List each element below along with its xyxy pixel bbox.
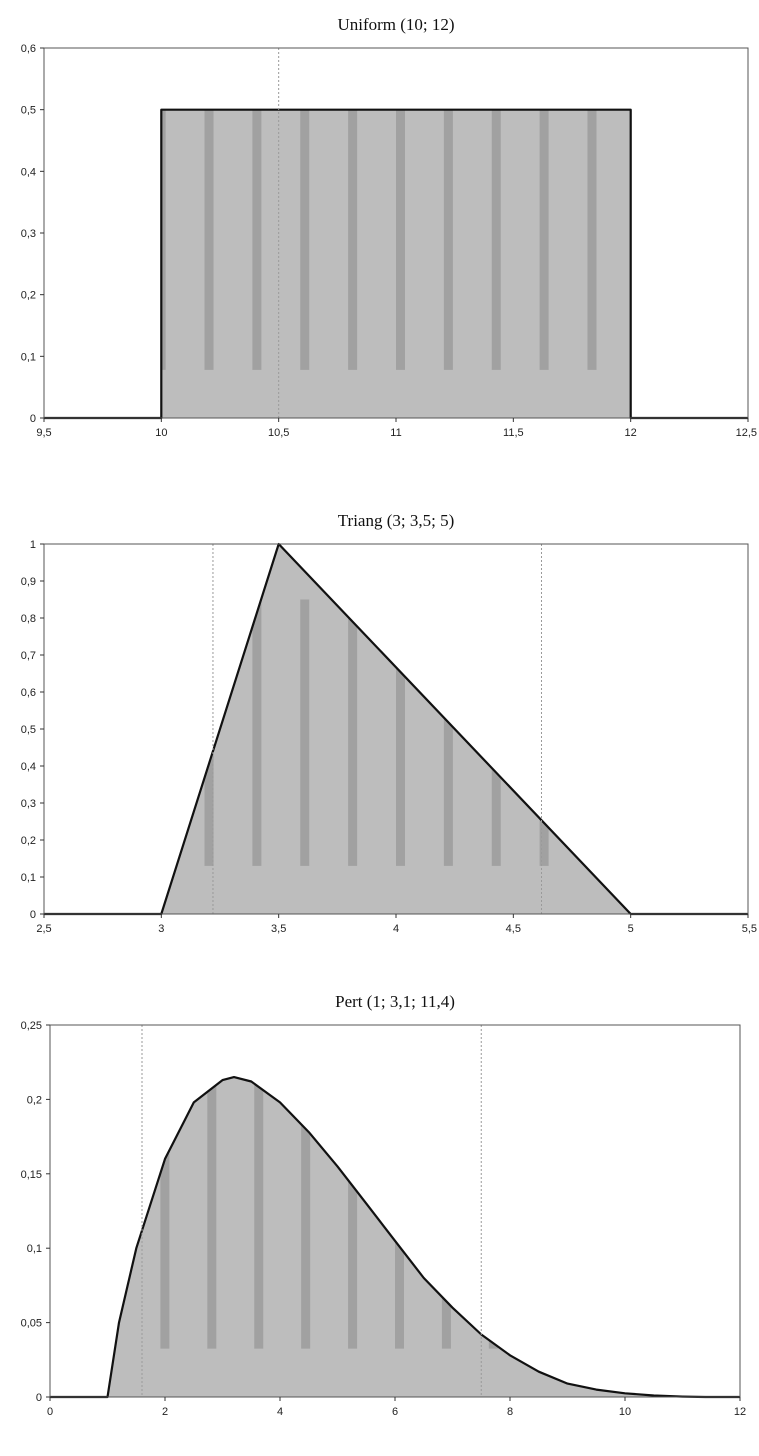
texture-band xyxy=(207,1080,217,1349)
y-tick-label: 0,2 xyxy=(21,835,36,847)
y-tick-label: 0,2 xyxy=(27,1094,42,1106)
texture-band xyxy=(629,1080,639,1349)
texture-band xyxy=(300,599,310,866)
texture-band xyxy=(204,109,214,370)
x-tick-label: 5,5 xyxy=(742,923,757,935)
x-tick-label: 4,5 xyxy=(506,923,521,935)
x-tick-label: 6 xyxy=(392,1406,398,1418)
texture-band xyxy=(396,599,405,866)
y-tick-label: 0,7 xyxy=(21,650,36,662)
texture-band xyxy=(635,599,645,866)
y-tick-label: 1 xyxy=(30,539,36,551)
texture-band xyxy=(395,1080,404,1349)
x-tick-label: 8 xyxy=(507,1406,513,1418)
y-tick-label: 0,5 xyxy=(21,105,36,117)
texture-band xyxy=(300,109,310,370)
distribution-curve xyxy=(50,1076,740,1399)
y-tick-label: 0,3 xyxy=(21,798,36,810)
texture-band xyxy=(535,1080,545,1349)
y-tick-label: 0,8 xyxy=(21,613,36,625)
x-tick-label: 5 xyxy=(628,923,634,935)
texture-band xyxy=(252,599,262,866)
y-tick-label: 0,1 xyxy=(27,1243,42,1255)
y-tick-label: 0,05 xyxy=(21,1318,42,1330)
texture-band xyxy=(539,109,549,370)
y-tick-label: 0,4 xyxy=(21,166,36,178)
y-tick-label: 0,4 xyxy=(21,761,36,773)
x-tick-label: 10 xyxy=(619,1406,631,1418)
texture-band xyxy=(348,1080,358,1349)
y-tick-label: 0,5 xyxy=(21,724,36,736)
pert-chart: Pert (1; 3,1; 11,4) 0 0,05 0,1 0,15 0,2 0,25 0 2… xyxy=(21,992,747,1418)
x-tick-label: 12,5 xyxy=(736,427,757,439)
x-tick-label: 4 xyxy=(393,923,399,935)
chart-title: Pert (1; 3,1; 11,4) xyxy=(335,992,455,1011)
texture-band xyxy=(204,599,214,866)
texture-band xyxy=(396,109,405,370)
y-tick-label: 0 xyxy=(30,909,36,921)
y-tick-label: 0,9 xyxy=(21,576,36,588)
texture-band xyxy=(252,109,262,370)
texture-band xyxy=(587,599,597,866)
y-tick-label: 0,6 xyxy=(21,687,36,699)
x-tick-label: 12 xyxy=(734,1406,746,1418)
y-tick-label: 0,15 xyxy=(21,1169,42,1181)
x-tick-label: 3 xyxy=(158,923,164,935)
texture-band xyxy=(348,599,358,866)
texture-band xyxy=(635,109,645,370)
texture-band xyxy=(491,599,501,866)
x-tick-label: 3,5 xyxy=(271,923,286,935)
texture-band xyxy=(301,1080,311,1349)
y-tick-label: 0,2 xyxy=(21,290,36,302)
x-tick-label: 9,5 xyxy=(36,427,51,439)
x-tick-label: 4 xyxy=(277,1406,283,1418)
y-tick-label: 0,1 xyxy=(21,351,36,363)
texture-band xyxy=(156,599,166,866)
texture-band xyxy=(491,109,501,370)
texture-band xyxy=(443,599,453,866)
x-tick-label: 11,5 xyxy=(503,427,524,439)
x-tick-label: 12 xyxy=(625,427,637,439)
y-tick-label: 0,25 xyxy=(21,1020,42,1032)
texture-band xyxy=(160,1080,170,1349)
texture-band xyxy=(582,1080,592,1349)
y-tick-label: 0,3 xyxy=(21,228,36,240)
y-tick-label: 0 xyxy=(36,1392,42,1404)
x-tick-label: 10 xyxy=(155,427,167,439)
y-tick-label: 0,1 xyxy=(21,872,36,884)
y-tick-label: 0,6 xyxy=(21,43,36,55)
texture-band xyxy=(488,1080,498,1349)
triang-chart: Triang (3; 3,5; 5) 0 0,1 0,2 0,3 0,4 0,5 0,6 0,7… xyxy=(21,511,757,935)
uniform-chart: Uniform (10; 12) 0 0,1 0,2 0,3 0,4 0,5 0,6 9,5 10… xyxy=(21,15,757,439)
texture-band xyxy=(348,109,358,370)
chart-title: Triang (3; 3,5; 5) xyxy=(338,511,455,530)
x-tick-label: 10,5 xyxy=(268,427,289,439)
texture-band xyxy=(254,1080,264,1349)
x-tick-label: 0 xyxy=(47,1406,53,1418)
texture-band xyxy=(587,109,597,370)
x-tick-label: 11 xyxy=(390,427,401,439)
x-tick-label: 2,5 xyxy=(36,923,51,935)
distribution-area xyxy=(50,1077,740,1397)
texture-band xyxy=(441,1080,451,1349)
chart-title: Uniform (10; 12) xyxy=(337,15,454,34)
texture-band xyxy=(443,109,453,370)
y-tick-label: 0 xyxy=(30,413,36,425)
x-tick-label: 2 xyxy=(162,1406,168,1418)
